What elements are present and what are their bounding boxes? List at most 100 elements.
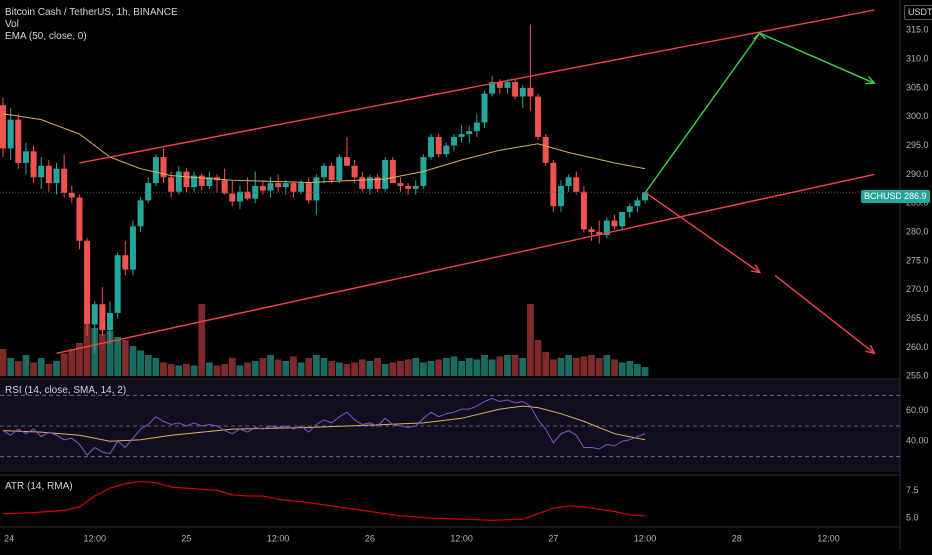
candle-body <box>450 136 457 146</box>
volume-bar <box>572 358 580 376</box>
candle-body <box>428 136 435 158</box>
candle-body <box>290 183 297 192</box>
candle-body <box>152 157 159 184</box>
volume-bar <box>30 362 37 376</box>
projection-down-arrow-head <box>750 264 762 274</box>
projection-down-arrow-extended-head <box>865 344 876 355</box>
candle-body <box>15 119 22 163</box>
volume-bar <box>267 355 274 376</box>
projection-down-arrow <box>644 191 761 274</box>
candle-body <box>68 192 75 198</box>
symbol-title[interactable]: Bitcoin Cash / TetherUS, 1h, BINANCE <box>5 7 178 18</box>
volume-bar <box>557 358 565 376</box>
candle-body <box>145 183 152 201</box>
currency-badge[interactable]: USDT <box>904 5 932 20</box>
candle-body <box>611 220 618 227</box>
last-price-tag: 286.9 <box>901 190 930 203</box>
candle-body <box>557 185 564 207</box>
candle-body <box>619 211 626 227</box>
candle-body <box>336 157 343 181</box>
volume-bar <box>641 367 649 376</box>
volume-bar <box>190 365 198 376</box>
volume-bar <box>565 355 573 376</box>
volume-bar <box>98 334 106 376</box>
candle-body <box>160 157 167 178</box>
candle-body <box>519 87 526 97</box>
volume-bar <box>83 325 91 376</box>
candle-body <box>313 177 320 201</box>
candle-body <box>99 304 106 331</box>
candle-body <box>183 171 190 188</box>
candle-body <box>603 220 610 235</box>
candle-body <box>275 183 282 188</box>
price-tick-label: 290.0 <box>906 169 929 179</box>
volume-bar <box>542 352 550 376</box>
volume-bar <box>351 362 358 376</box>
candle-body <box>298 183 305 192</box>
projection-up-peak-arrowhead <box>753 32 767 40</box>
price-tick-label: 265.0 <box>906 313 929 323</box>
candle-body <box>91 304 98 325</box>
time-tick-label: 25 <box>181 533 191 543</box>
volume-legend[interactable]: Vol <box>5 19 19 30</box>
candle-body <box>84 240 91 325</box>
candle-body <box>512 82 519 97</box>
projection-up-arrow <box>644 32 875 194</box>
atr-tick-label: 7.5 <box>906 485 919 495</box>
volume-bar <box>419 362 427 376</box>
volume-bar <box>527 304 534 376</box>
volume-bar <box>374 358 381 376</box>
volume-bar <box>305 358 313 376</box>
candle-body <box>305 183 312 201</box>
candle-body <box>405 185 412 189</box>
volume-bar <box>53 361 60 376</box>
volume-bar <box>152 358 160 376</box>
projection-up-arrow-head <box>865 75 876 85</box>
candle-body <box>397 183 404 186</box>
channel-upper-line <box>79 9 875 164</box>
volume-bar <box>0 349 7 376</box>
volume-bar <box>114 337 122 376</box>
candle-body <box>527 87 534 97</box>
candle-body <box>443 145 450 155</box>
candle-body <box>76 197 83 241</box>
volume-bar <box>435 359 443 376</box>
volume-bar <box>504 355 511 376</box>
volume-bar <box>60 353 68 376</box>
volume-bar <box>290 356 297 376</box>
candle-body <box>580 191 587 230</box>
price-tick-label: 270.0 <box>906 284 929 294</box>
ema-legend[interactable]: EMA (50, close, 0) <box>5 31 87 42</box>
volume-bar <box>442 358 450 376</box>
volume-bar <box>160 362 167 376</box>
candle-body <box>382 160 389 189</box>
volume-bar <box>22 355 30 376</box>
volume-bar <box>450 356 458 376</box>
price-tick-label: 315.0 <box>906 25 929 35</box>
volume-bar <box>121 340 129 376</box>
candle-body <box>366 177 373 189</box>
rsi-legend[interactable]: RSI (14, close, SMA, 14, 2) <box>5 385 127 396</box>
volume-bar <box>634 364 641 376</box>
candle-body <box>22 151 29 163</box>
atr-tick-label: 5.0 <box>906 513 919 523</box>
candle-body <box>7 119 14 149</box>
time-tick-label: 28 <box>732 533 742 543</box>
volume-bar <box>37 358 45 376</box>
price-tick-label: 255.0 <box>906 371 929 381</box>
symbol-price-tag: BCHUSDT <box>861 190 911 203</box>
volume-bar <box>137 350 144 376</box>
candle-body <box>259 185 266 191</box>
time-tick-label: 27 <box>548 533 558 543</box>
volume-bar <box>595 358 603 376</box>
time-tick-label: 26 <box>365 533 375 543</box>
candle-body <box>626 206 633 212</box>
volume-bar <box>488 359 496 376</box>
candle-body <box>236 191 243 202</box>
rsi-tick-label: 40.00 <box>906 436 929 446</box>
rsi-line <box>2 397 646 456</box>
volume-bar <box>106 331 114 376</box>
candle-body <box>206 177 213 186</box>
atr-legend[interactable]: ATR (14, RMA) <box>5 481 73 492</box>
